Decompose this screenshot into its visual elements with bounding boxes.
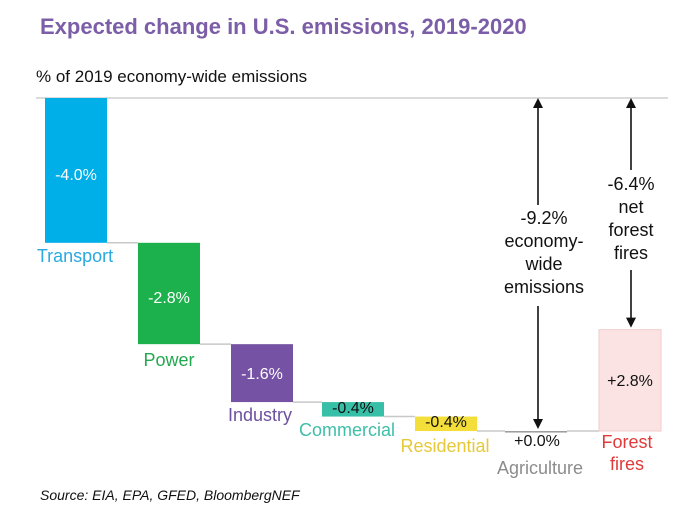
category-label: Forest: [601, 432, 652, 452]
bar-residential: [415, 416, 477, 432]
bar-forest-fires: [598, 329, 662, 432]
arrow-up-icon: [533, 98, 543, 108]
annotation-label: forest: [608, 220, 653, 240]
bar-transport: [45, 98, 107, 243]
bar-agriculture: [505, 431, 567, 433]
annotation-label: wide: [524, 254, 562, 274]
value-label: +0.0%: [514, 433, 560, 450]
annotation-label: -6.4%: [607, 174, 654, 194]
value-label: -0.4%: [425, 414, 467, 431]
value-label: -4.0%: [55, 167, 97, 184]
category-label: Transport: [37, 246, 113, 266]
category-label: Industry: [228, 405, 292, 425]
bar-commercial: [322, 402, 384, 417]
annotation-label: net: [618, 197, 643, 217]
arrow-down-icon: [626, 317, 636, 328]
annotation-label: fires: [614, 243, 648, 263]
category-label: Residential: [400, 436, 489, 456]
value-label: -0.4%: [332, 400, 374, 417]
value-label: -2.8%: [148, 290, 190, 307]
chart-title: Expected change in U.S. emissions, 2019-…: [40, 14, 527, 39]
category-label: fires: [610, 454, 644, 474]
y-axis-label: % of 2019 economy-wide emissions: [36, 67, 308, 86]
annotation-label: economy-: [504, 231, 583, 251]
bar-power: [138, 242, 200, 345]
bar-industry: [231, 344, 293, 403]
category-label: Agriculture: [497, 458, 583, 478]
arrow-up-icon: [626, 98, 636, 108]
annotation-label: emissions: [504, 277, 584, 297]
source-note: Source: EIA, EPA, GFED, BloombergNEF: [40, 487, 300, 503]
category-label: Power: [143, 350, 194, 370]
value-label: +2.8%: [607, 373, 653, 390]
arrow-down-icon: [533, 419, 543, 430]
annotation-label: -9.2%: [520, 208, 567, 228]
value-label: -1.6%: [241, 366, 283, 383]
category-label: Commercial: [299, 420, 395, 440]
